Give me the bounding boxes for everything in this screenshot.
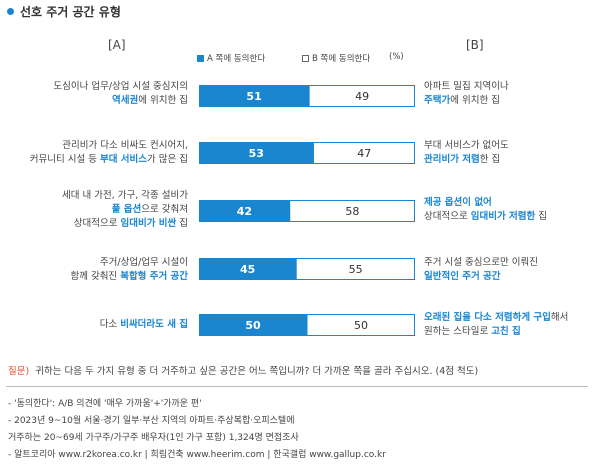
title-bullet-icon: [7, 8, 14, 15]
note-3: 거주하는 20~69세 가구주/가구주 배우자(1인 가구 포함) 1,324명…: [8, 433, 299, 443]
row2-a-label: 관리비가 다소 비싸도 컨시어지, 커뮤니티 시설 등 부대 서비스가 많은 집: [29, 140, 188, 165]
bar-a-value-row5: 50: [245, 319, 261, 332]
survey-question: 질문) 귀하는 다음 두 가지 유형 중 더 거주하고 싶은 공간은 어느 쪽입…: [8, 366, 479, 377]
divider: [6, 386, 588, 387]
note-4: - 알트코리아 www.r2korea.co.kr | 희림건축 www.hee…: [8, 450, 386, 460]
legend-a-label: A 쪽에 동의한다: [207, 54, 266, 64]
note-2: - 2023년 9~10월 서울·경기 일부·부산 지역의 아파트·주상복합·오…: [8, 416, 295, 426]
header-a: [A]: [108, 38, 126, 52]
bar-a-value-row2: 53: [249, 147, 264, 160]
row4-a-label: 주거/상업/업무 시설이 함께 갖춰진 복합형 주거 공간: [70, 257, 188, 282]
row5-b-label: 오래된 집을 다소 저렴하게 구입해서 원하는 스타일로 고친 집: [424, 312, 569, 337]
note-1: - '동의한다': A/B 의견에 '매우 가까움'+'가까운 편': [8, 399, 202, 409]
bar-a-row1: [199, 85, 310, 107]
bar-b-value-row4: 55: [349, 263, 363, 276]
legend-b-swatch: [302, 55, 309, 62]
bar-b-row1: [308, 85, 415, 107]
page-title: 선호 주거 공간 유형: [20, 5, 121, 19]
legend-unit: (%): [389, 52, 404, 62]
bar-a-value-row1: 51: [246, 90, 261, 103]
row1-a-label: 도심이나 업무/상업 시설 중심지의 역세권에 위치한 집: [53, 81, 188, 106]
bar-b-row5: [306, 314, 415, 336]
bar-a-row3: [199, 200, 290, 222]
row3-b-label: 제공 옵션이 없어 상대적으로 임대비가 저렴한 집: [424, 197, 547, 222]
row2-b-label: 부대 서비스가 없어도 관리비가 저렴한 집: [424, 140, 509, 165]
legend-b-label: B 쪽에 동의한다: [312, 54, 371, 64]
row5-a-label: 다소 비싸더라도 새 집: [99, 319, 188, 330]
bar-b-value-row2: 47: [357, 147, 371, 160]
legend-a-swatch: [197, 55, 204, 62]
bar-a-value-row3: 42: [237, 205, 252, 218]
bar-b-row3: [289, 200, 415, 222]
row3-a-label: 세대 내 가전, 가구, 각종 설비가 풀 옵션으로 갖춰져 상대적으로 임대비…: [61, 190, 188, 229]
bar-b-value-row1: 49: [355, 90, 369, 103]
bar-a-row5: [199, 314, 307, 336]
bar-a-row4: [199, 258, 297, 280]
bar-b-row2: [312, 142, 416, 164]
bar-b-value-row3: 58: [345, 205, 359, 218]
header-b: [B]: [466, 38, 484, 52]
row1-b-label: 아파트 밀집 지역이나 주택가에 위치한 집: [424, 81, 509, 106]
bar-b-value-row5: 50: [354, 319, 368, 332]
bar-a-row2: [199, 142, 314, 164]
row4-b-label: 주거 시설 중심으로만 이뤄진 일반적인 주거 공간: [424, 257, 538, 282]
bar-b-row4: [295, 258, 416, 280]
bar-a-value-row4: 45: [240, 263, 255, 276]
